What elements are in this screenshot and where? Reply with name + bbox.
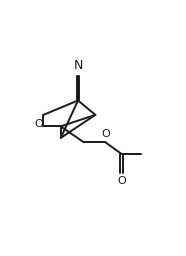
Text: O: O [102,129,110,139]
Text: N: N [73,59,83,72]
Text: O: O [117,176,126,186]
Text: O: O [34,119,43,129]
